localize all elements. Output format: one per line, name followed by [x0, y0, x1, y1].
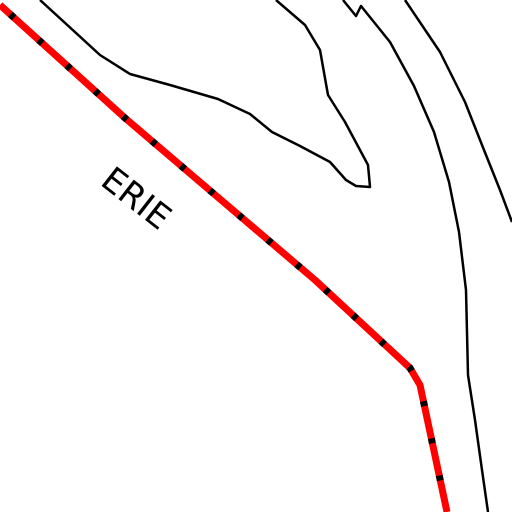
contours [39, 0, 512, 512]
boundary [0, 2, 451, 512]
boundary-ticks [0, 2, 451, 512]
shoreline [39, 0, 372, 189]
shoreline [342, 0, 490, 512]
shoreline [403, 0, 512, 223]
